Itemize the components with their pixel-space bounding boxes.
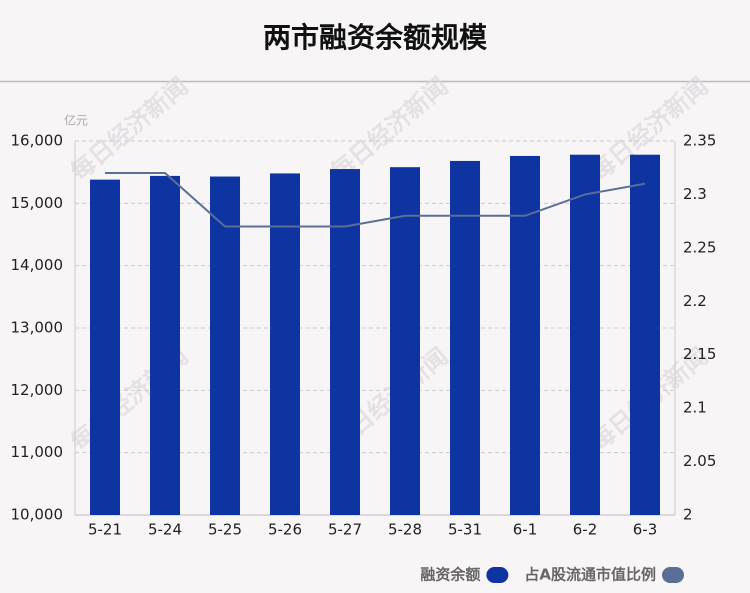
bar [150, 175, 180, 515]
bar [210, 176, 240, 515]
x-tick-label: 5-24 [148, 521, 182, 539]
bar [450, 160, 480, 516]
bar [630, 154, 660, 516]
x-tick-label: 5-27 [328, 521, 362, 539]
x-tick-label: 6-1 [513, 521, 538, 539]
watermark: 每日经济新闻 [65, 72, 193, 186]
legend-swatch [662, 567, 684, 583]
legend-swatch [486, 567, 509, 583]
bar [270, 173, 300, 515]
bar [510, 155, 540, 515]
y2-tick-label: 2.25 [683, 238, 716, 256]
chart-title: 两市融资余额规模 [263, 21, 488, 54]
y-tick-label: 14,000 [11, 256, 64, 274]
y-tick-label: 12,000 [11, 381, 64, 399]
line [105, 172, 646, 228]
y-tick-label: 16,000 [11, 132, 64, 150]
y2-tick-label: 2 [683, 506, 693, 524]
y2-tick-label: 2.3 [683, 185, 707, 203]
y2-tick-label: 2.2 [683, 292, 707, 310]
bar [90, 179, 120, 515]
x-tick-label: 5-26 [268, 521, 302, 539]
y-tick-label: 13,000 [11, 319, 64, 337]
x-tick-label: 5-21 [88, 521, 122, 539]
y-tick-label: 11,000 [11, 443, 64, 461]
y-tick-label: 15,000 [11, 194, 64, 212]
bar [570, 154, 600, 516]
y2-tick-label: 2.15 [683, 345, 716, 363]
unit-label: 亿元 [64, 113, 88, 128]
y2-tick-label: 2.35 [683, 132, 716, 150]
bar [330, 169, 360, 516]
legend-label: 融资余额 [420, 566, 480, 584]
x-tick-label: 5-25 [208, 521, 242, 539]
x-tick-label: 6-2 [573, 521, 598, 539]
x-tick-label: 6-3 [633, 521, 658, 539]
y-tick-label: 10,000 [11, 506, 64, 524]
bar [390, 167, 420, 515]
y2-tick-label: 2.05 [683, 452, 716, 470]
legend-label: 占A股流通市值比例 [524, 566, 656, 584]
y2-tick-label: 2.1 [683, 399, 707, 417]
x-tick-label: 5-28 [388, 521, 422, 539]
x-tick-label: 5-31 [448, 521, 482, 539]
